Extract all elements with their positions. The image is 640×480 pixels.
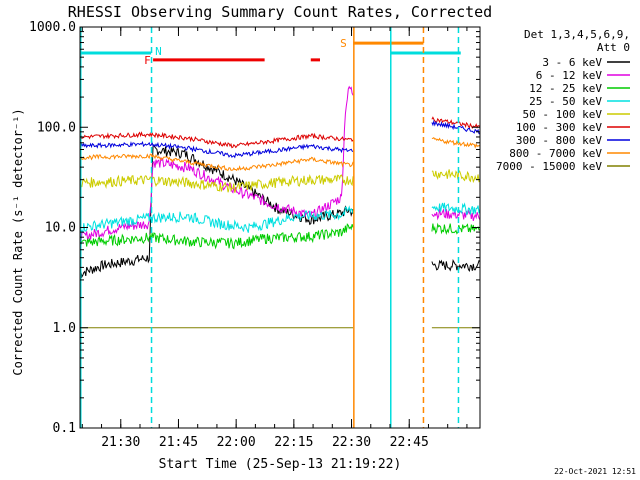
y-tick-label: 1.0 [53,321,76,336]
x-tick-label: 21:45 [159,435,198,450]
series-line [79,222,481,250]
chart-title: RHESSI Observing Summary Count Rates, Co… [68,3,492,21]
series-line [79,119,481,159]
x-axis-label: Start Time (25-Sep-13 21:19:22) [159,457,402,472]
flag-label-f: F [144,54,151,67]
series-line [79,116,481,149]
legend-entry-label: 25 - 50 keV [529,95,602,108]
x-tick-label: 22:45 [390,435,429,450]
vertical-line-layer [80,27,460,428]
legend-entry-label: 6 - 12 keV [536,69,603,82]
series-line [79,144,481,279]
flag-layer: NF S [80,37,461,67]
legend-entry-label: 7000 - 15000 keV [496,160,602,173]
x-tick-label: 22:15 [274,435,313,450]
series-line [79,169,481,193]
flag-label-n: N [155,45,162,58]
series-line [79,136,481,172]
legend-entry-label: 3 - 6 keV [542,56,602,69]
legend-entry-label: 300 - 800 keV [516,134,602,147]
y-tick-label: 10.0 [45,221,76,236]
series-line [79,85,481,245]
legend-entry-label: 800 - 7000 keV [509,147,602,160]
legend-entry-label: 12 - 25 keV [529,82,602,95]
legend-header: Det 1,3,4,5,6,9, [524,28,630,41]
y-tick-label: 100.0 [37,120,76,135]
y-tick-label: 0.1 [53,421,76,436]
x-axis: 21:30 21:45 22:00 22:15 22:30 22:45 [81,27,468,450]
series-layer [79,85,481,329]
generation-timestamp: 22-Oct-2021 12:51 [554,467,636,476]
x-tick-label: 21:30 [101,435,140,450]
series-line [79,202,481,234]
x-tick-label: 22:30 [332,435,371,450]
legend-entry-label: 50 - 100 keV [523,108,603,121]
legend-header: Att 0 [597,41,630,54]
legend-entry-label: 100 - 300 keV [516,121,602,134]
y-axis-label: Corrected Count Rate (s⁻¹ detector⁻¹) [11,108,25,375]
flag-label-s: S [340,37,347,50]
y-axis: 0.1 1.0 10.0 100.0 1000.0 [29,20,480,436]
y-tick-label: 1000.0 [29,20,76,35]
x-tick-label: 22:00 [217,435,256,450]
